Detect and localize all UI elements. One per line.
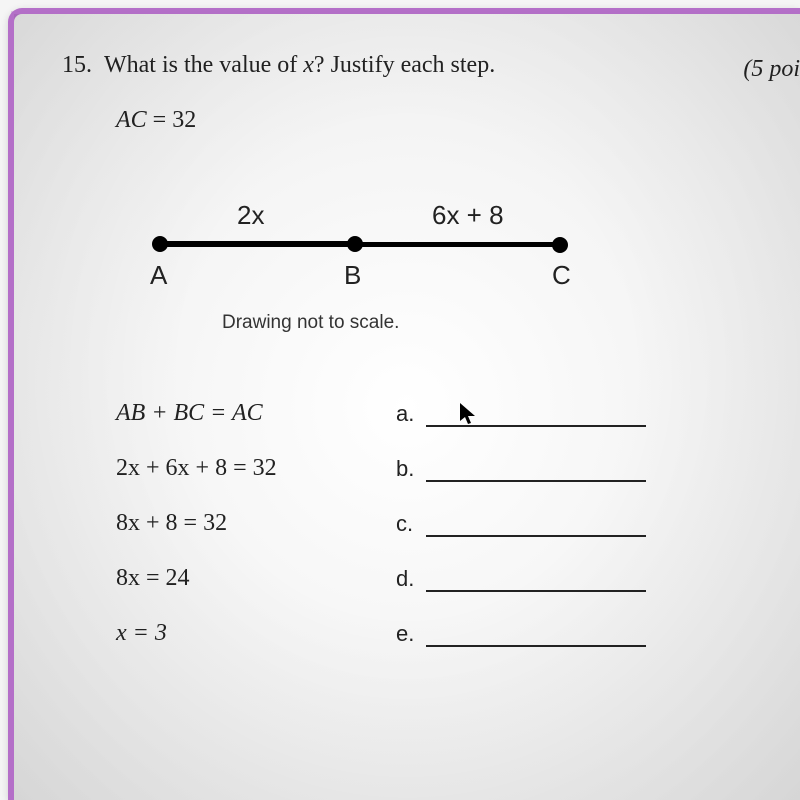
segment-BC: [355, 242, 560, 247]
step-letter: e.: [396, 621, 426, 647]
step-letter: b.: [396, 456, 426, 482]
point-B-dot: [347, 236, 363, 252]
segment-AB-label: 2x: [237, 200, 264, 231]
step-row: x = 3 e.: [116, 620, 800, 647]
variable-x: x: [303, 52, 314, 78]
given-lhs: AC: [116, 107, 147, 133]
answer-blank[interactable]: [426, 570, 646, 592]
points-label: (5 poi: [743, 56, 800, 83]
step-equation: 8x + 8 = 32: [116, 510, 396, 537]
step-letter: a.: [396, 401, 426, 427]
step-row: AB + BC = AC a.: [116, 400, 800, 427]
point-C-dot: [552, 237, 568, 253]
worksheet-frame: 15. What is the value of x? Justify each…: [8, 8, 800, 800]
point-A-label: A: [150, 260, 167, 291]
step-letter: d.: [396, 566, 426, 592]
steps-list: AB + BC = AC a. 2x + 6x + 8 = 32 b. 8x +…: [116, 400, 800, 647]
segment-diagram: 2x 6x + 8 A B C: [152, 204, 592, 294]
step-letter: c.: [396, 511, 426, 537]
diagram-caption: Drawing not to scale.: [222, 312, 800, 334]
segment-BC-label: 6x + 8: [432, 200, 504, 231]
step-row: 8x + 8 = 32 c.: [116, 510, 800, 537]
point-C-label: C: [552, 260, 571, 291]
given-rhs: = 32: [147, 107, 197, 133]
step-equation: x = 3: [116, 620, 396, 647]
answer-blank[interactable]: [426, 515, 646, 537]
segment-AB: [160, 241, 355, 247]
step-equation: 8x = 24: [116, 565, 396, 592]
step-row: 8x = 24 d.: [116, 565, 800, 592]
question-text: What is the value of x? Justify each ste…: [104, 52, 495, 79]
step-equation: 2x + 6x + 8 = 32: [116, 455, 396, 482]
given-equation: AC = 32: [116, 107, 800, 134]
step-row: 2x + 6x + 8 = 32 b.: [116, 455, 800, 482]
answer-blank[interactable]: [426, 405, 646, 427]
point-B-label: B: [344, 260, 361, 291]
point-A-dot: [152, 236, 168, 252]
question-number: 15.: [62, 52, 92, 79]
question-line: 15. What is the value of x? Justify each…: [62, 52, 800, 79]
answer-blank[interactable]: [426, 460, 646, 482]
answer-blank[interactable]: [426, 625, 646, 647]
step-equation: AB + BC = AC: [116, 400, 396, 427]
